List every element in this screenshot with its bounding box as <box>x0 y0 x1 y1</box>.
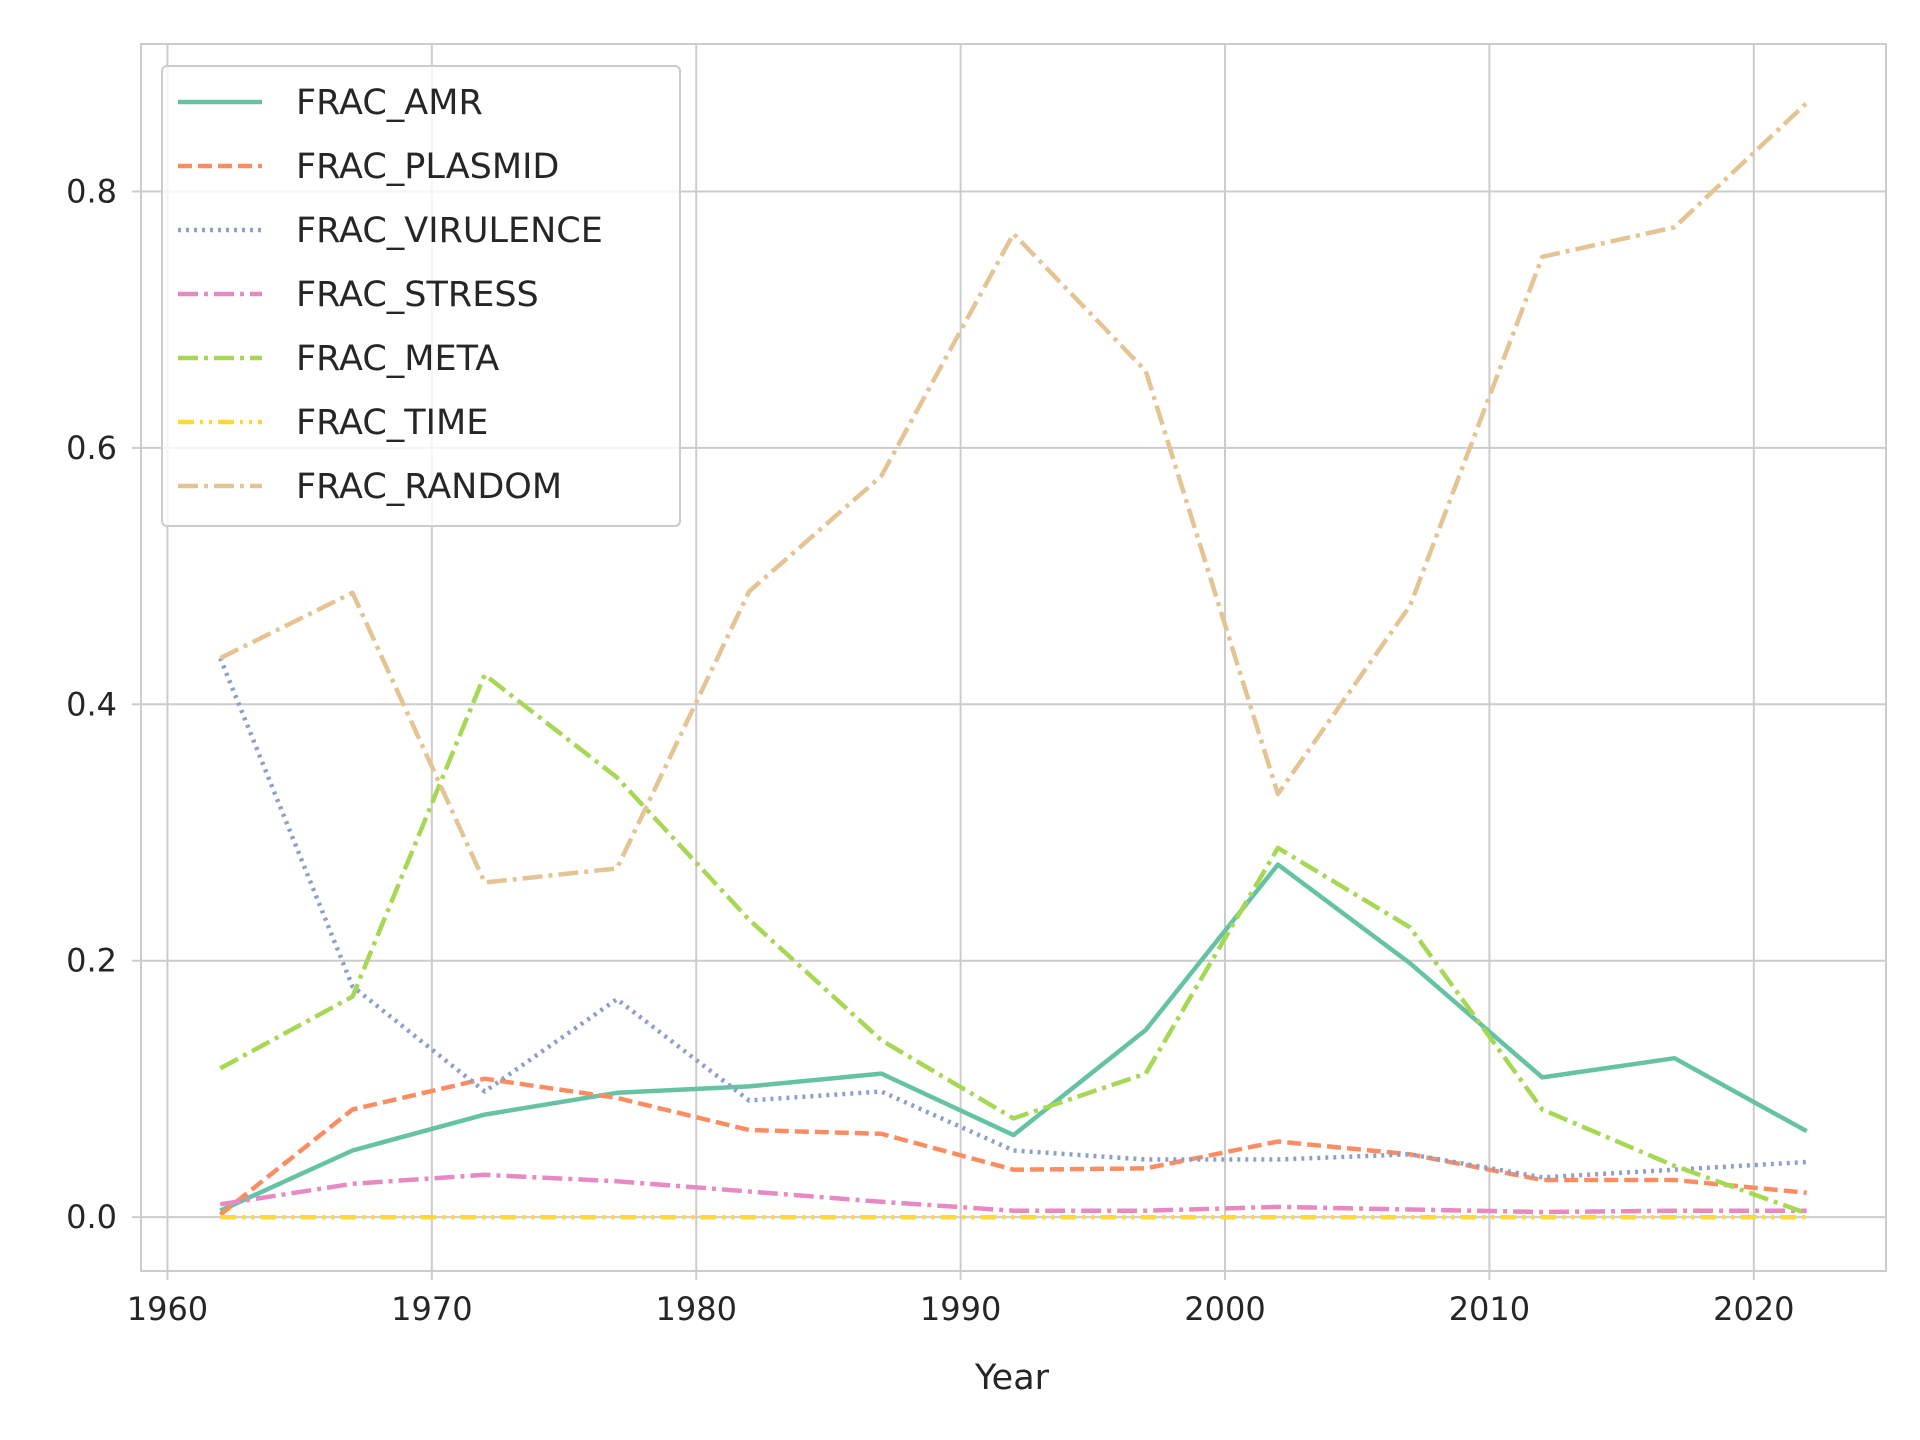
y-tick-label: 0.2 <box>66 942 117 980</box>
legend-label: FRAC_TIME <box>296 403 488 443</box>
legend-label: FRAC_PLASMID <box>296 147 559 187</box>
x-tick-label: 1960 <box>127 1290 208 1328</box>
y-tick-label: 0.4 <box>66 685 117 723</box>
x-axis-ticks: 1960 1970 1980 1990 2000 2010 2020 <box>127 1271 1795 1328</box>
x-tick-label: 2010 <box>1449 1290 1530 1328</box>
legend-label: FRAC_STRESS <box>296 275 539 315</box>
x-tick-label: 1970 <box>391 1290 472 1328</box>
series-line-frac-stress <box>219 1172 1807 1215</box>
legend-label: FRAC_META <box>296 339 499 379</box>
series-line-frac-random <box>219 101 1809 885</box>
legend: FRAC_AMR FRAC_PLASMID FRAC_VIRULENCE FRAC_S… <box>161 65 681 527</box>
legend-label: FRAC_RANDOM <box>296 467 562 507</box>
y-tick-label: 0.8 <box>66 172 117 210</box>
x-tick-label: 2020 <box>1713 1290 1794 1328</box>
legend-label: FRAC_VIRULENCE <box>296 211 603 251</box>
x-axis-label: Year <box>974 1358 1050 1398</box>
series-line-frac-virulence <box>218 657 1807 1180</box>
y-tick-label: 0.0 <box>66 1198 117 1236</box>
series-line-frac-amr <box>219 862 1808 1213</box>
legend-box <box>161 65 681 527</box>
legend-label: FRAC_AMR <box>296 83 483 123</box>
series-line-frac-meta <box>219 672 1808 1216</box>
x-tick-label: 1990 <box>920 1290 1001 1328</box>
x-tick-label: 2000 <box>1184 1290 1265 1328</box>
series-lines <box>218 101 1809 1220</box>
plot-frame <box>140 43 1887 1272</box>
x-tick-label: 1980 <box>656 1290 737 1328</box>
series-line-frac-plasmid <box>218 1076 1807 1217</box>
y-tick-label: 0.6 <box>66 429 117 467</box>
y-axis-ticks: 0.0 0.2 0.4 0.6 0.8 <box>66 172 141 1236</box>
